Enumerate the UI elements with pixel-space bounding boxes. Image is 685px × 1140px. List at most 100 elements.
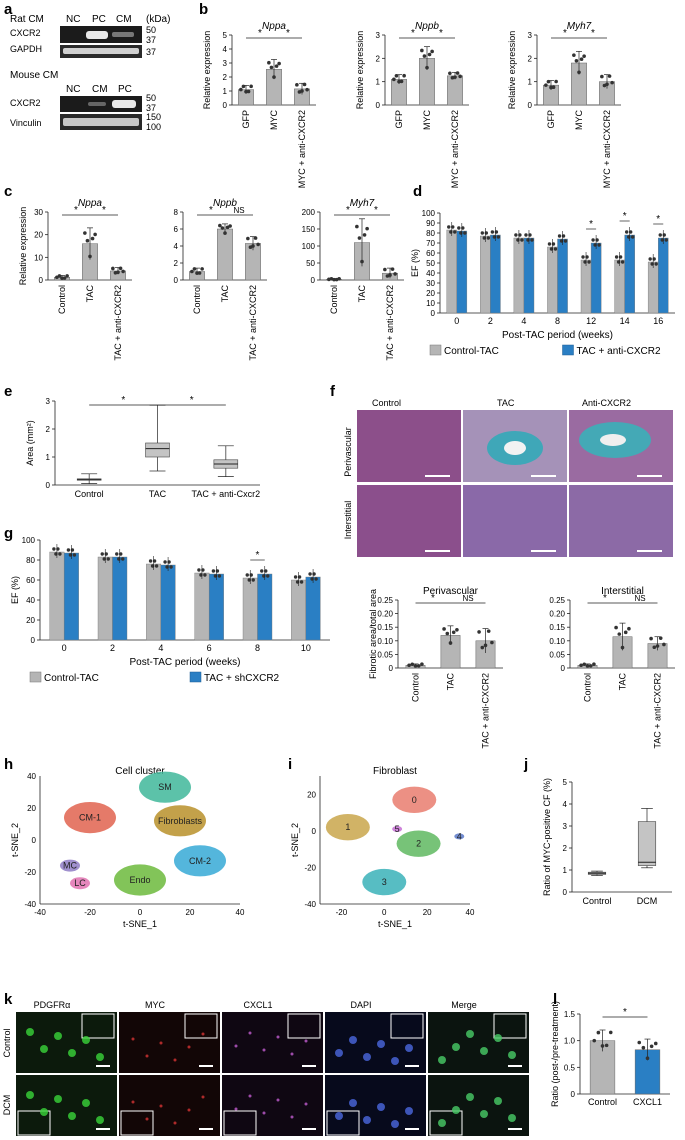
b1-y-tick-label: 3 xyxy=(223,59,228,68)
g-point xyxy=(314,577,318,581)
if-cell-signal xyxy=(405,1044,413,1052)
b3-y-tick-label: 0 xyxy=(528,101,533,110)
i-cluster xyxy=(325,814,370,841)
i-y-label: t-SNE_2 xyxy=(290,823,300,857)
b3-point xyxy=(577,70,581,75)
b3-point xyxy=(572,53,576,57)
d-sig-label: * xyxy=(623,211,627,222)
if-cell-signal xyxy=(173,1121,177,1125)
panel-letter-k: k xyxy=(4,991,13,1008)
d-point xyxy=(490,230,495,234)
d-point xyxy=(447,225,451,229)
if-cell-signal xyxy=(248,1031,252,1035)
if-cell-signal xyxy=(159,1104,163,1108)
f1-point xyxy=(480,645,485,650)
h-cluster xyxy=(64,802,116,834)
d-bar xyxy=(647,261,659,314)
histo-row-interstitial: Interstitial xyxy=(343,501,353,540)
if-image-tile xyxy=(428,1075,529,1136)
c3-point xyxy=(362,233,367,237)
b1-point xyxy=(274,64,279,68)
if-cell-signal xyxy=(466,1093,474,1101)
f2-x-tick-label: TAC + anti-CXCR2 xyxy=(653,673,663,749)
e-sig-label: * xyxy=(190,395,194,406)
if-cell-signal xyxy=(452,1043,460,1051)
if-cell-signal xyxy=(276,1035,280,1039)
if-cell-signal xyxy=(234,1107,238,1111)
d-point xyxy=(463,231,467,235)
f2-point xyxy=(658,636,663,640)
e-box xyxy=(145,442,170,458)
g-point xyxy=(100,552,104,556)
d-y-tick-label: 100 xyxy=(422,209,436,218)
if-cell-signal xyxy=(262,1048,266,1052)
c1-point xyxy=(93,232,97,237)
panel-letter-j: j xyxy=(523,756,528,773)
b2-y-label: Relative expression xyxy=(355,31,365,110)
if-cell-signal xyxy=(494,1097,502,1105)
g-bar xyxy=(305,576,321,641)
j-x-tick-label: DCM xyxy=(637,896,658,906)
l-x-tick-label: CXCL1 xyxy=(633,1097,662,1107)
rat-cm-band xyxy=(112,32,134,37)
d-bar xyxy=(557,238,568,314)
i-cluster xyxy=(392,826,403,833)
panel-letter-e: e xyxy=(4,383,12,400)
b1-x-tick-label: MYC xyxy=(269,110,279,131)
e-y-tick-label: 3 xyxy=(46,397,51,406)
b2-point xyxy=(392,77,396,82)
i-x-label: t-SNE_1 xyxy=(378,919,412,929)
d-bar xyxy=(590,242,602,314)
c3-point xyxy=(393,272,397,276)
mouse-band-vinculin: Vinculin xyxy=(10,118,41,128)
b2-y-tick-label: 3 xyxy=(376,31,381,40)
h-cluster xyxy=(70,877,90,890)
if-cell-signal xyxy=(480,1047,488,1055)
e-x-tick-label: TAC + anti-Cxcr2 xyxy=(192,489,261,499)
c1-x-tick-label: Control xyxy=(57,285,67,314)
f2-point xyxy=(620,645,625,650)
g-bar xyxy=(242,577,258,641)
h-cluster-label: CM-2 xyxy=(189,856,211,866)
c2-title: Nppb xyxy=(213,198,237,209)
b2-point xyxy=(430,49,434,54)
vessel-lumen-anti xyxy=(600,434,626,446)
if-cell-signal xyxy=(391,1120,399,1128)
if-cell-signal xyxy=(276,1098,280,1102)
c2-point xyxy=(251,244,255,248)
h-y-tick-label: -20 xyxy=(24,868,36,877)
b3-point xyxy=(546,79,551,84)
if-col-myc: MYC xyxy=(145,1000,166,1010)
d-x-tick-label: 2 xyxy=(488,316,493,326)
g-bar xyxy=(291,579,307,641)
c1-y-label: Relative expression xyxy=(18,207,28,286)
h-cluster xyxy=(114,864,166,896)
d-point xyxy=(654,262,658,266)
b1-point xyxy=(244,89,248,94)
mouse-marker-50: 50 xyxy=(146,93,156,103)
f1-point xyxy=(416,664,421,668)
f1-point xyxy=(455,627,459,632)
d-point xyxy=(553,247,558,251)
g-point xyxy=(148,559,153,563)
if-inset-box xyxy=(184,1013,218,1039)
c1-point xyxy=(57,274,62,278)
if-image-tile xyxy=(16,1012,117,1073)
c2-x-tick-label: TAC + anti-CXCR2 xyxy=(248,285,258,361)
if-cell-signal xyxy=(187,1045,191,1049)
g-point xyxy=(121,557,125,561)
c1-point xyxy=(88,254,92,259)
f2-point xyxy=(652,645,657,650)
f2-y-tick-label: 0.10 xyxy=(549,637,565,646)
histo-control-perivascular xyxy=(357,410,461,482)
mouse-band-cxcr2: CXCR2 xyxy=(10,98,41,108)
if-cell-signal xyxy=(349,1099,357,1107)
if-image-tile xyxy=(16,1075,117,1136)
c1-title: Nppa xyxy=(78,198,102,209)
if-col-merge: Merge xyxy=(451,1000,477,1010)
d-bar xyxy=(490,234,501,314)
c2-point xyxy=(200,267,204,271)
if-col-cxcl1: CXCL1 xyxy=(243,1000,272,1010)
j-y-tick-label: 4 xyxy=(563,800,568,809)
f2-point xyxy=(585,664,590,668)
